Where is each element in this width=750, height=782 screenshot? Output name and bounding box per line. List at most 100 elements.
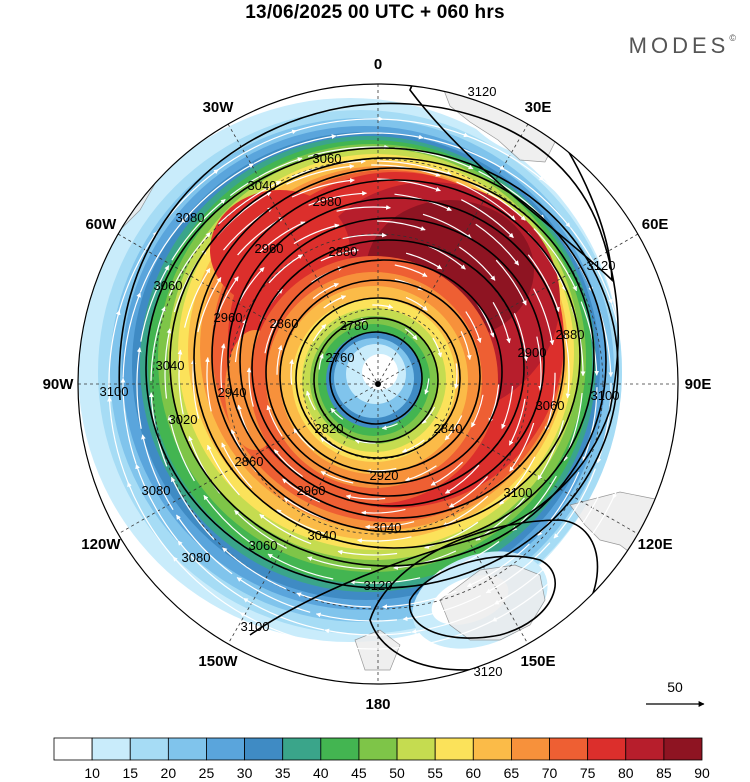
longitude-label: 120W bbox=[81, 536, 121, 553]
wind-arrow bbox=[454, 363, 459, 389]
colorbar-swatch bbox=[320, 737, 360, 761]
longitude-label: 30W bbox=[203, 99, 235, 116]
wind-arrow bbox=[185, 163, 254, 219]
reference-vector: 50 bbox=[646, 679, 705, 707]
wind-arrow bbox=[268, 254, 304, 284]
wind-arrow bbox=[167, 415, 195, 482]
height-contours bbox=[118, 84, 619, 671]
wind-arrow bbox=[293, 223, 340, 245]
wind-arrow bbox=[177, 349, 184, 415]
colorbar-swatch bbox=[129, 737, 169, 761]
wind-arrow bbox=[582, 387, 598, 462]
colorbar-label: 15 bbox=[122, 765, 138, 781]
colorbar-label: 60 bbox=[466, 765, 482, 781]
longitude-label: 150W bbox=[198, 653, 238, 670]
wind-arrow bbox=[312, 283, 339, 300]
wind-arrow bbox=[357, 536, 412, 544]
colorbar-label: 70 bbox=[542, 765, 558, 781]
wind-arrow bbox=[308, 190, 367, 206]
longitude-label: 90W bbox=[43, 376, 75, 393]
contour-label: 2980 bbox=[313, 194, 342, 209]
wind-arrow bbox=[197, 277, 222, 333]
wind-arrow bbox=[460, 331, 472, 360]
wind-arrow bbox=[564, 333, 571, 399]
colorbar-swatch bbox=[396, 737, 436, 761]
wind-arrow bbox=[324, 628, 412, 636]
wind-arrow bbox=[527, 254, 560, 313]
wind-arrow bbox=[177, 540, 244, 599]
wind-arrow bbox=[448, 476, 489, 508]
longitude-label: 90E bbox=[685, 376, 712, 393]
wind-arrow bbox=[430, 461, 464, 486]
colorbar-label: 20 bbox=[161, 765, 177, 781]
wind-arrow bbox=[405, 252, 443, 270]
contour-label: 3120 bbox=[587, 258, 616, 273]
colorbar: 10 15 20 25 30 35 40 45 50 55 60 65 70 75 80 85 90 bbox=[53, 737, 710, 781]
wind-arrow bbox=[307, 556, 372, 570]
wind-arrow bbox=[436, 541, 500, 575]
wind-arrow bbox=[150, 306, 166, 381]
wind-arrow bbox=[371, 164, 441, 177]
wind-arrow bbox=[377, 160, 452, 176]
wind-arrow bbox=[456, 181, 516, 221]
wind-arrow bbox=[377, 220, 426, 231]
map-title: 13/06/2025 00 UTC + 060 hrs bbox=[245, 2, 505, 23]
wind-arrow bbox=[222, 547, 287, 590]
wind-arrow bbox=[342, 232, 387, 240]
contour-label: 2880 bbox=[556, 327, 585, 342]
map-boundary bbox=[77, 83, 679, 685]
reference-vector-label: 50 bbox=[667, 679, 683, 695]
wind-arrow bbox=[402, 595, 481, 622]
wind-arrow bbox=[465, 311, 482, 343]
wind-arrow bbox=[220, 343, 226, 393]
wind-arrow bbox=[376, 178, 441, 192]
wind-arrow bbox=[139, 217, 186, 293]
colorbar-label: 30 bbox=[237, 765, 253, 781]
wind-arrow bbox=[267, 553, 334, 580]
wind-arrow bbox=[307, 144, 389, 157]
wind-arrow bbox=[218, 180, 282, 225]
wind-arrow bbox=[135, 463, 179, 541]
wind-arrow bbox=[321, 642, 415, 650]
wind-arrow bbox=[213, 129, 297, 174]
wind-arrow bbox=[107, 396, 131, 488]
wind-arrow bbox=[381, 423, 398, 431]
colorbar-swatch bbox=[549, 737, 589, 761]
wind-arrow bbox=[508, 398, 526, 446]
wind-arrow bbox=[176, 514, 233, 575]
wind-arrow bbox=[463, 133, 544, 181]
colorbar-label: 55 bbox=[427, 765, 443, 781]
longitude-label: 60E bbox=[642, 216, 669, 233]
wind-arrow bbox=[537, 420, 564, 481]
colorbar-swatch bbox=[91, 737, 131, 761]
wind-arrow bbox=[259, 513, 312, 545]
contour-label: 2940 bbox=[218, 385, 247, 400]
wind-arrow bbox=[612, 409, 639, 499]
wind-arrow bbox=[305, 390, 316, 411]
wind-arrow bbox=[444, 464, 480, 494]
wind-arrow bbox=[336, 132, 424, 140]
wind-arrow bbox=[501, 385, 514, 429]
wind-arrow bbox=[499, 456, 536, 505]
contour-label: 3100 bbox=[241, 619, 270, 634]
wind-arrow bbox=[382, 590, 457, 610]
wind-arrow bbox=[266, 405, 283, 437]
contour-labels: 3120 3060 3040 3080 2980 2960 2880 3120 3060 2960… bbox=[100, 84, 620, 679]
brand-mark: © bbox=[729, 33, 736, 43]
wind-arrow bbox=[273, 449, 303, 478]
contour-label: 3100 bbox=[100, 384, 129, 399]
wind-arrow bbox=[122, 292, 141, 378]
colorbar-swatch bbox=[282, 737, 322, 761]
longitude-label: 120E bbox=[638, 536, 673, 553]
contour-label: 3080 bbox=[142, 483, 171, 498]
wind-arrow bbox=[136, 347, 142, 429]
wind-arrow bbox=[405, 465, 437, 482]
wind-arrow bbox=[424, 521, 479, 549]
wind-arrow bbox=[296, 592, 371, 608]
contour-label: 3040 bbox=[156, 358, 185, 373]
wind-arrow bbox=[466, 543, 530, 588]
wind-arrow bbox=[141, 434, 174, 511]
longitude-labels: 0 30E 60E 90E 120E 150E 180 150W 120W 90W 60W 30W bbox=[43, 56, 712, 713]
wind-arrow bbox=[475, 223, 520, 266]
